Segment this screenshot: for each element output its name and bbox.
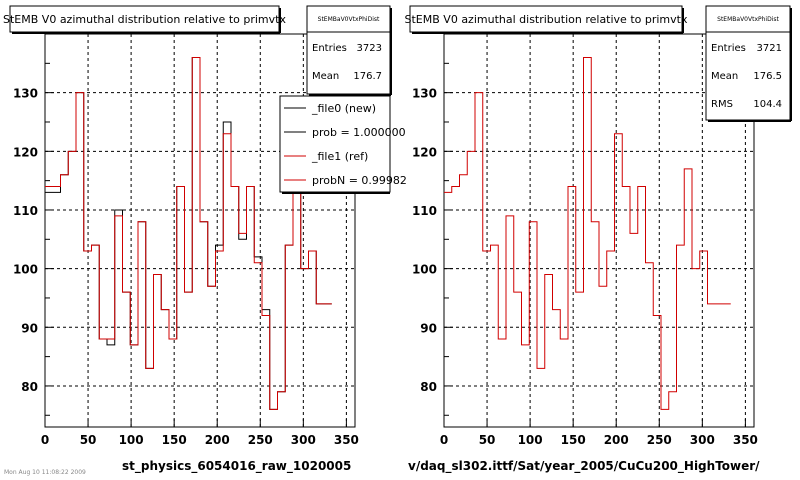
title-box: StEMB V0 azimuthal distribution relative… [3, 5, 286, 34]
chart-title: StEMB V0 azimuthal distribution relative… [405, 13, 688, 26]
chart-title: StEMB V0 azimuthal distribution relative… [3, 13, 286, 26]
stats-label: Entries [711, 43, 746, 54]
stats-value: 3723 [357, 43, 382, 54]
footer-corner-text: Mon Aug 10 11:08:22 2009 [4, 469, 86, 476]
x-tick-label: 200 [205, 433, 230, 447]
y-tick-label: 90 [420, 321, 437, 335]
legend[interactable]: _file0 (new) prob = 1.000000 _file1 (ref) p… [279, 95, 407, 194]
y-tick-label: 130 [412, 87, 437, 101]
y-tick-label: 90 [21, 321, 38, 335]
histogram-series [45, 56, 332, 410]
x-tick-label: 300 [291, 433, 316, 447]
x-tick-label: 0 [440, 433, 448, 447]
x-tick-label: 100 [518, 433, 543, 447]
histogram-series [444, 56, 731, 410]
grid-lines [443, 34, 754, 427]
x-tick-label: 350 [733, 433, 758, 447]
y-tick-label: 100 [13, 263, 38, 277]
y-tick-label: 110 [412, 204, 437, 218]
x-tick-label: 250 [647, 433, 672, 447]
y-tick-label: 120 [412, 145, 437, 159]
x-tick-label: 200 [604, 433, 629, 447]
stats-label: Mean [711, 71, 738, 82]
stats-box-frame [306, 5, 391, 95]
x-tick-label: 100 [119, 433, 144, 447]
y-tick-label: 80 [21, 380, 38, 394]
legend-label: _file1 (ref) [311, 150, 368, 163]
axis-ticks: 0 50 100 150 200 250 300 350 80 90 100 110 120 130 [13, 62, 359, 447]
stats-box-frame [705, 5, 791, 121]
stats-value: 104.4 [753, 99, 782, 110]
title-box-frame [9, 5, 280, 33]
footer-left-label: st_physics_6054016_raw_1020005 [122, 459, 351, 474]
x-tick-label: 50 [80, 433, 97, 447]
histogram-panel-right: 0 50 100 150 200 250 300 350 80 90 100 110 120 130 St… [405, 5, 792, 447]
series-file1-ref [45, 56, 332, 410]
stats-box[interactable]: StEMBaV0VtxPhiDist Entries 3721 Mean 176.5 RM… [705, 5, 792, 122]
stats-value: 176.7 [353, 71, 382, 82]
y-tick-label: 120 [13, 145, 38, 159]
legend-frame [279, 95, 391, 193]
x-tick-label: 50 [479, 433, 496, 447]
legend-label: _file0 (new) [311, 102, 376, 115]
legend-label: probN = 0.99982 [312, 174, 407, 187]
stats-name: StEMBaV0VtxPhiDist [717, 16, 779, 23]
series-file1-ref [444, 56, 731, 410]
footer-right-label: v/daq_sl302.ittf/Sat/year_2005/CuCu200_H… [408, 459, 760, 474]
stats-name: StEMBaV0VtxPhiDist [318, 16, 380, 23]
x-tick-label: 150 [162, 433, 187, 447]
stats-box[interactable]: StEMBaV0VtxPhiDist Entries 3723 Mean 176.7 [306, 5, 392, 96]
x-tick-label: 0 [41, 433, 49, 447]
x-tick-label: 300 [690, 433, 715, 447]
title-box-frame [409, 5, 683, 33]
stats-value: 3721 [757, 43, 782, 54]
x-tick-label: 250 [248, 433, 273, 447]
histogram-panel-left: 0 50 100 150 200 250 300 350 80 90 100 110 120 130 St… [3, 5, 407, 447]
stats-value: 176.5 [753, 71, 782, 82]
y-tick-label: 80 [420, 380, 437, 394]
legend-label: prob = 1.000000 [312, 126, 406, 139]
x-tick-label: 350 [334, 433, 359, 447]
y-tick-label: 130 [13, 87, 38, 101]
y-tick-label: 110 [13, 204, 38, 218]
x-tick-label: 150 [561, 433, 586, 447]
stats-label: Mean [312, 71, 339, 82]
y-tick-label: 100 [412, 263, 437, 277]
stats-label: Entries [312, 43, 347, 54]
title-box: StEMB V0 azimuthal distribution relative… [405, 5, 688, 34]
axis-ticks: 0 50 100 150 200 250 300 350 80 90 100 110 120 130 [412, 62, 758, 447]
stats-label: RMS [711, 99, 733, 110]
